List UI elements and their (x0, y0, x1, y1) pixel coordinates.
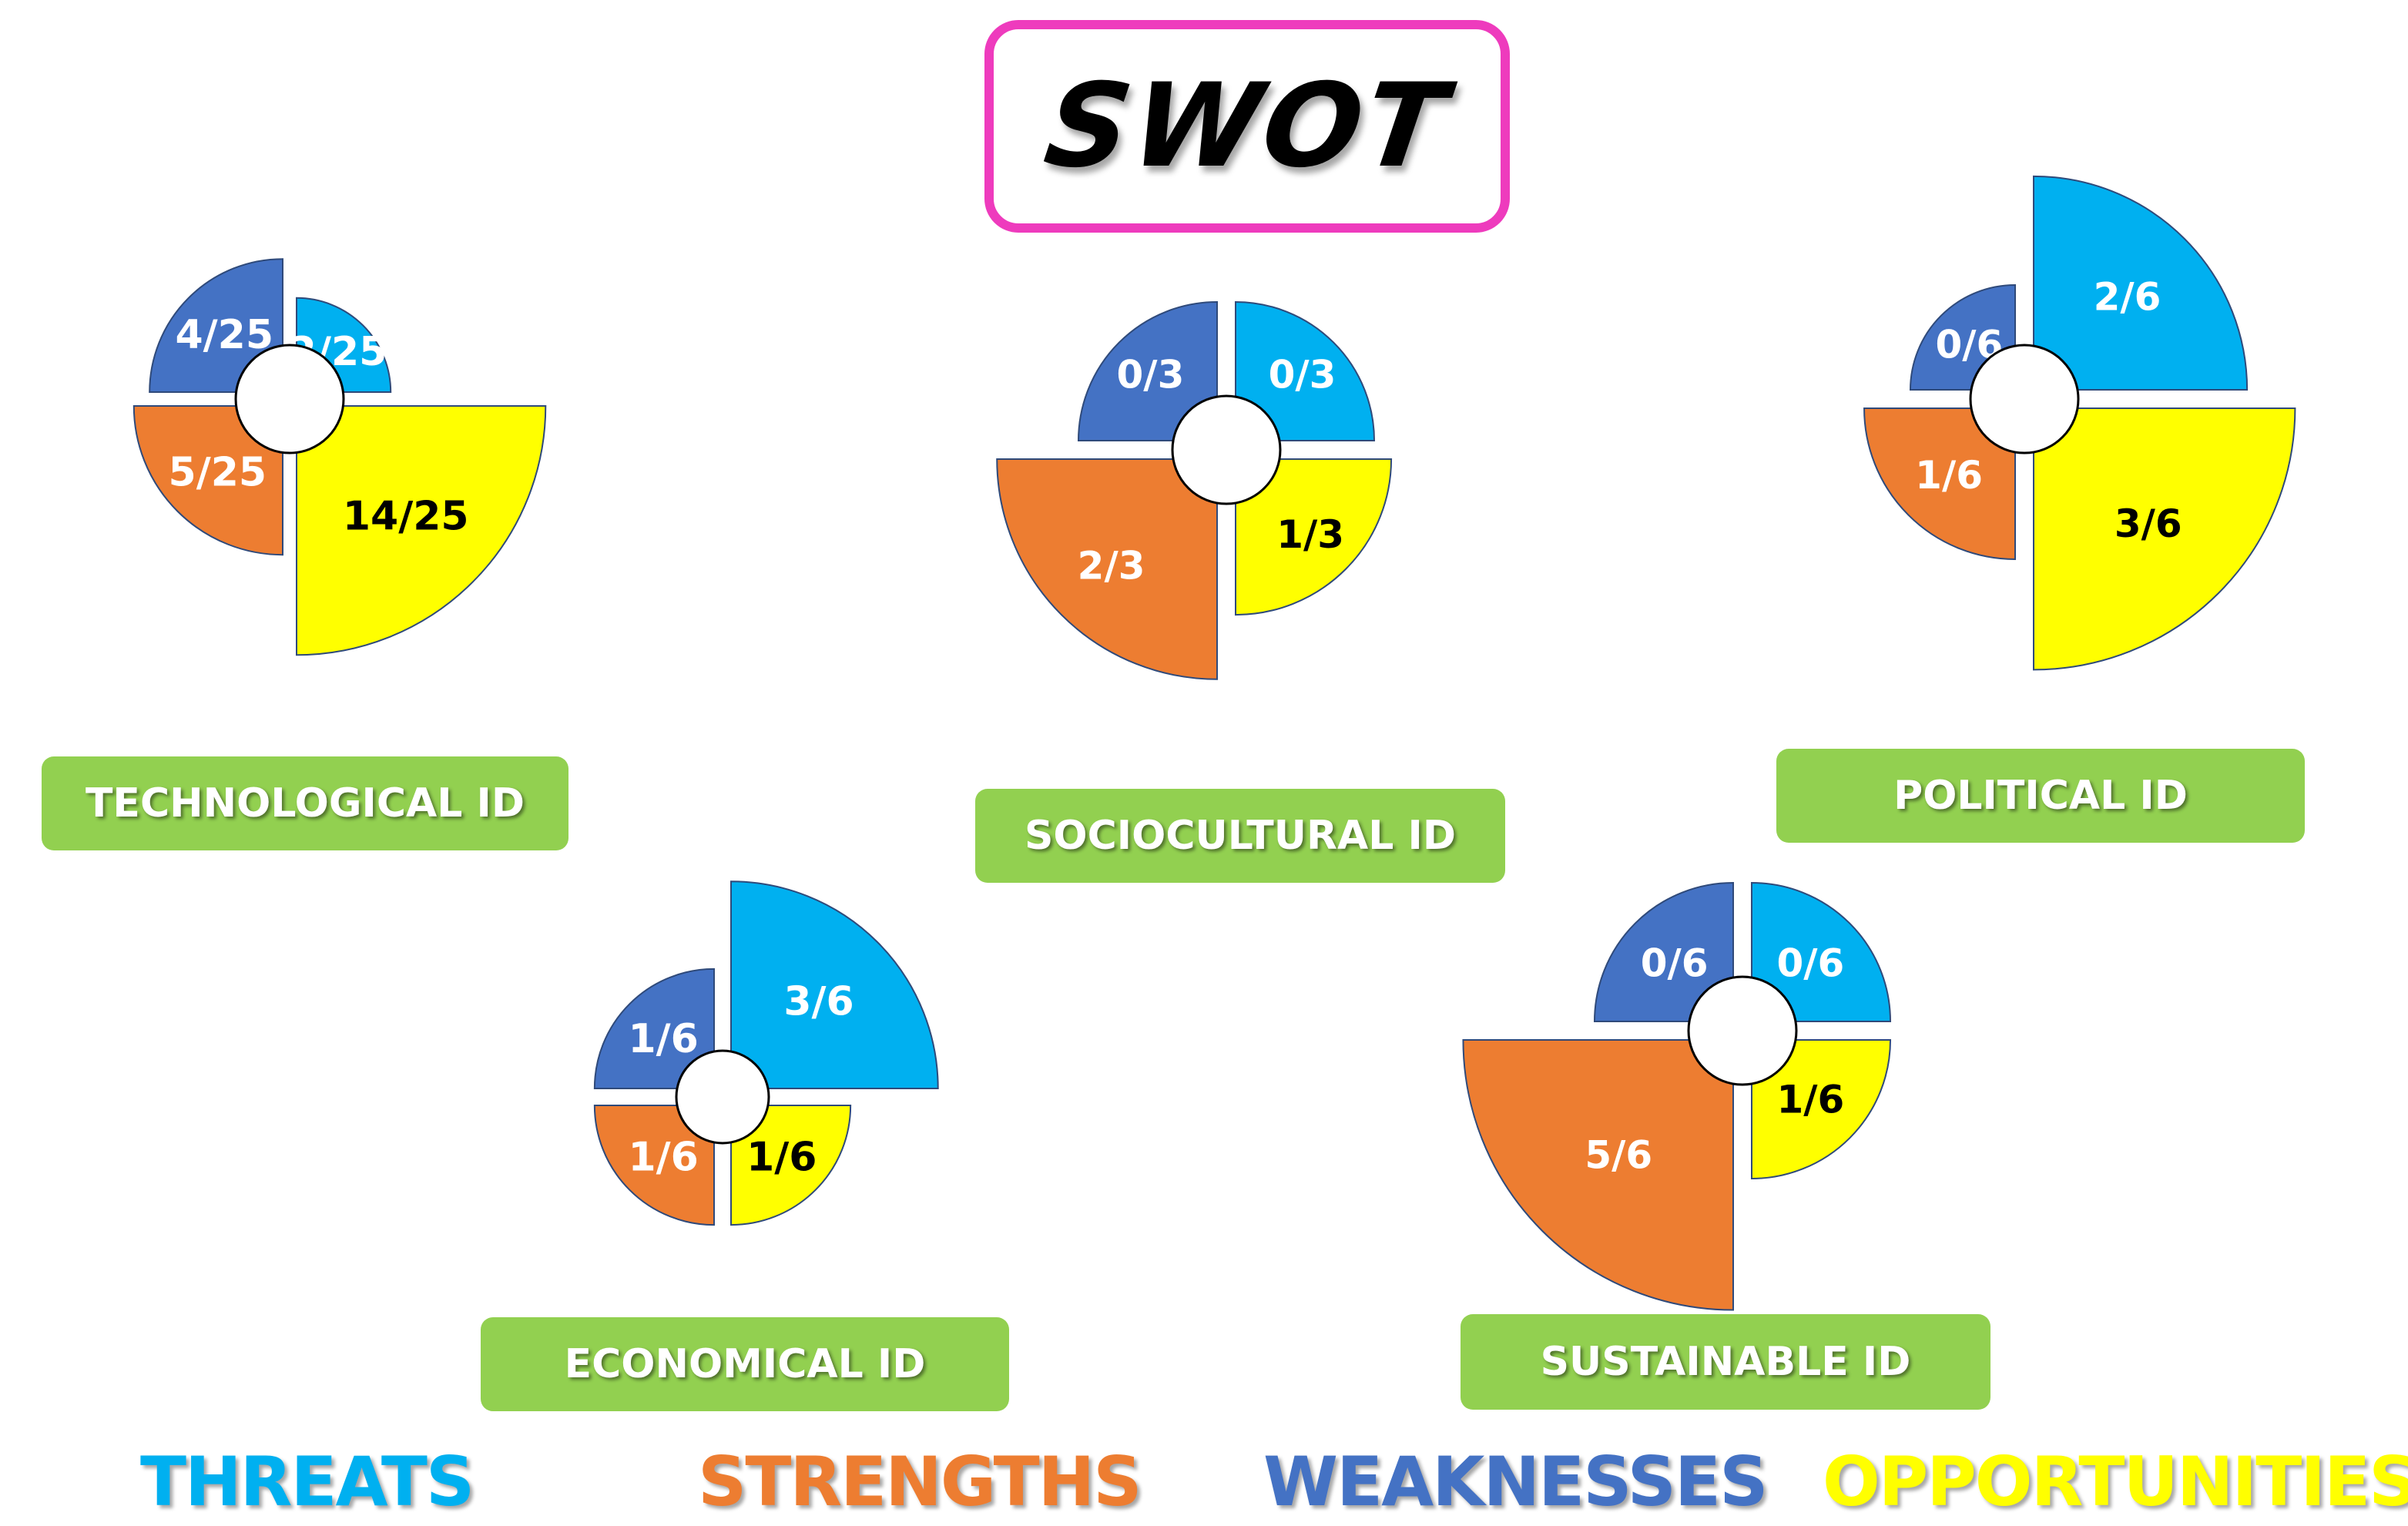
slice-sociocultural-threats (1235, 300, 1376, 441)
label-economical: ECONOMICAL ID (481, 1317, 1009, 1411)
slice-label-sustainable-threats: 0/6 (1776, 941, 1844, 986)
label-technological-text: TECHNOLOGICAL ID (85, 780, 525, 827)
label-technological: TECHNOLOGICAL ID (42, 756, 568, 850)
center-hole-sociocultural (1171, 394, 1282, 505)
slice-label-political-strengths: 1/6 (1915, 453, 1983, 498)
center-hole-technological (234, 344, 345, 454)
label-sustainable-text: SUSTAINABLE ID (1540, 1339, 1911, 1385)
swot-chart-sociocultural: 0/3 0/3 2/3 1/3 (996, 300, 1393, 680)
swot-chart-sustainable: 0/6 0/6 5/6 1/6 (1462, 881, 1892, 1311)
title-box: SWOT (984, 20, 1510, 233)
label-sociocultural-text: SOCIOCULTURAL ID (1024, 813, 1456, 859)
center-hole-sustainable (1687, 975, 1798, 1086)
label-sustainable: SUSTAINABLE ID (1461, 1314, 1990, 1410)
slice-sociocultural-strengths (996, 458, 1218, 680)
label-political: POLITICAL ID (1776, 749, 2305, 843)
slice-label-technological-weaknesses: 4/25 (175, 312, 273, 358)
slice-technological-weaknesses (149, 258, 283, 393)
slice-label-sociocultural-opportunities: 1/3 (1276, 512, 1344, 557)
slice-economical-threats (730, 880, 939, 1089)
slice-sociocultural-opportunities (1235, 458, 1393, 616)
slice-label-sociocultural-threats: 0/3 (1269, 352, 1336, 397)
swot-chart-political: 0/62/61/63/6 (1863, 175, 2296, 671)
slice-political-threats (2033, 175, 2249, 391)
slice-label-economical-threats: 3/6 (783, 979, 854, 1025)
slice-label-sustainable-strengths: 5/6 (1585, 1133, 1652, 1178)
slice-sustainable-threats (1751, 881, 1892, 1022)
slice-economical-weaknesses (593, 968, 715, 1089)
slice-label-economical-strengths: 1/6 (629, 1135, 699, 1181)
label-political-text: POLITICAL ID (1893, 773, 2188, 819)
slice-technological-opportunities (296, 405, 547, 656)
slice-label-sustainable-opportunities: 1/6 (1776, 1077, 1844, 1122)
slice-label-economical-weaknesses: 1/6 (629, 1016, 699, 1062)
slice-label-sociocultural-weaknesses: 0/3 (1117, 352, 1185, 397)
slice-sustainable-opportunities (1751, 1039, 1892, 1180)
slice-sociocultural-weaknesses (1077, 300, 1218, 441)
slice-label-political-opportunities: 3/6 (2115, 501, 2182, 546)
slice-political-opportunities (2033, 407, 2296, 671)
label-economical-text: ECONOMICAL ID (564, 1341, 926, 1387)
slice-economical-strengths (593, 1105, 715, 1226)
center-hole-political (1969, 344, 2080, 454)
slice-sustainable-weaknesses (1593, 881, 1734, 1022)
legend-opportunities: OPPORTUNITIES (1823, 1442, 2408, 1521)
label-sociocultural: SOCIOCULTURAL ID (975, 789, 1505, 883)
center-hole-economical (675, 1049, 770, 1145)
slice-label-sustainable-weaknesses: 0/6 (1641, 941, 1709, 986)
slice-label-sociocultural-strengths: 2/3 (1078, 543, 1145, 588)
slice-label-technological-opportunities: 14/25 (343, 493, 469, 539)
legend-strengths: STRENGTHS (698, 1442, 1142, 1521)
slice-political-strengths (1863, 407, 2016, 560)
legend-weaknesses: WEAKNESSES (1263, 1442, 1769, 1521)
slice-label-political-threats: 2/6 (2094, 275, 2161, 320)
legend-threats: THREATS (140, 1442, 475, 1521)
slice-technological-strengths (132, 405, 283, 556)
slice-economical-opportunities (730, 1105, 852, 1226)
slice-label-technological-strengths: 5/25 (169, 449, 267, 495)
slice-sustainable-strengths (1462, 1039, 1734, 1311)
slice-label-economical-opportunities: 1/6 (746, 1135, 817, 1181)
swot-chart-economical: 1/6 3/6 1/6 1/6 (593, 880, 939, 1226)
